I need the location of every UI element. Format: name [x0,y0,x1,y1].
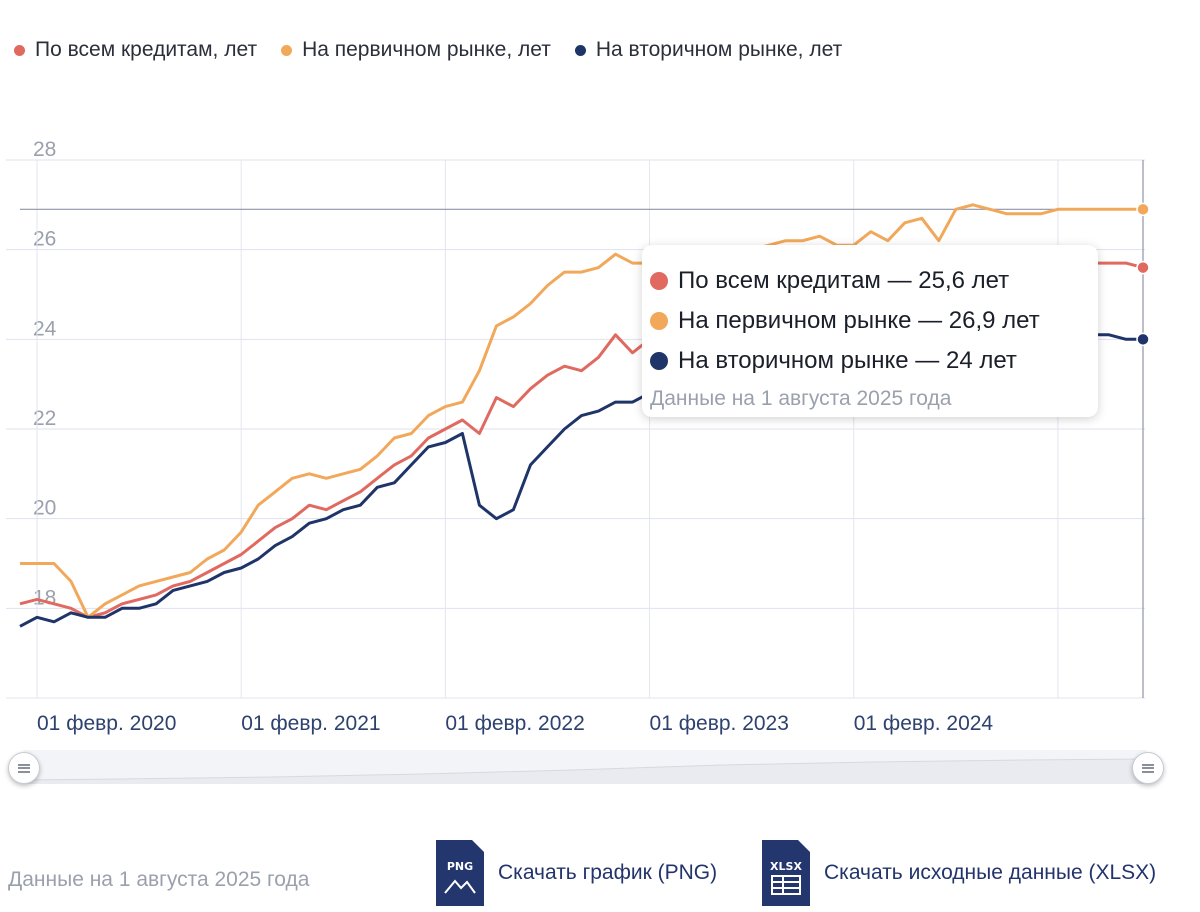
series-end-marker-1 [1136,202,1150,217]
handle-icon [1142,763,1154,773]
tooltip-text: На вторичном рынке — 24 лет [678,347,1017,374]
navigator-sparkline [21,758,1149,784]
series-line-1 [20,203,1143,619]
x-tick-label: 01 февр. 2024 [854,712,994,735]
chart-legend: По всем кредитам, лет На первичном рынке… [14,38,842,62]
file-badge: XLSX [770,860,802,873]
file-badge: PNG [446,860,474,873]
y-tick-label: 24 [33,317,57,340]
y-tick-label: 20 [33,497,56,520]
navigator-right-handle[interactable] [1132,752,1164,784]
tooltip-text: По всем кредитам — 25,6 лет [678,267,1010,294]
legend-dot-icon [281,44,293,56]
tooltip-dot-icon [650,352,668,370]
navigator-left-handle[interactable] [8,752,40,784]
x-tick-label: 01 февр. 2022 [445,712,584,735]
download-png-label: Скачать график (PNG) [498,861,718,884]
range-navigator[interactable] [8,748,1164,788]
download-png-button[interactable]: PNG Скачать график (PNG) [436,840,717,906]
series-end-marker-0 [1136,260,1150,275]
tooltip-date-note: Данные на 1 августа 2025 года [650,387,952,410]
handle-icon [18,763,30,773]
tooltip-text: На первичном рынке — 26,9 лет [678,307,1040,334]
spreadsheet-file-icon: XLSX [762,840,810,906]
mountain-image-icon [444,879,476,894]
x-tick-label: 01 февр. 2021 [241,712,380,735]
y-tick-label: 18 [33,586,56,609]
line-chart[interactable]: 18 20 22 24 26 28 01 февр. 2020 01 февр. 2021 01… [0,120,1200,740]
legend-item-primary-market[interactable]: На первичном рынке, лет [281,38,551,62]
tooltip-row-secondary-market: На вторичном рынке — 24 лет [650,341,1088,381]
legend-label: По всем кредитам, лет [35,38,258,61]
legend-dot-icon [574,44,586,56]
table-grid-icon [771,875,801,895]
legend-label: На вторичном рынке, лет [595,38,843,61]
tooltip-dot-icon [650,272,668,290]
x-tick-label: 01 февр. 2023 [650,712,789,735]
legend-label: На первичном рынке, лет [302,38,551,61]
y-tick-label: 28 [33,138,56,161]
legend-item-secondary-market[interactable]: На вторичном рынке, лет [574,38,843,62]
legend-dot-icon [14,44,25,56]
series-end-marker-2 [1136,332,1150,347]
y-tick-label: 22 [33,407,56,430]
x-tick-label: 01 февр. 2020 [37,712,176,735]
legend-item-all-loans[interactable]: По всем кредитам, лет [14,38,257,62]
tooltip-row-all-loans: По всем кредитам — 25,6 лет [650,261,1088,301]
download-xlsx-label: Скачать исходные данные (XLSX) [824,861,1157,884]
footer-date-note: Данные на 1 августа 2025 года [8,868,310,891]
tooltip-dot-icon [650,312,668,330]
download-xlsx-button[interactable]: XLSX Скачать исходные данные (XLSX) [762,840,1156,906]
chart-tooltip: По всем кредитам — 25,6 лет На первичном… [642,245,1098,417]
y-tick-label: 26 [33,228,56,251]
image-file-icon: PNG [436,840,484,906]
tooltip-row-primary-market: На первичном рынке — 26,9 лет [650,301,1088,341]
navigator-track[interactable] [21,750,1149,784]
